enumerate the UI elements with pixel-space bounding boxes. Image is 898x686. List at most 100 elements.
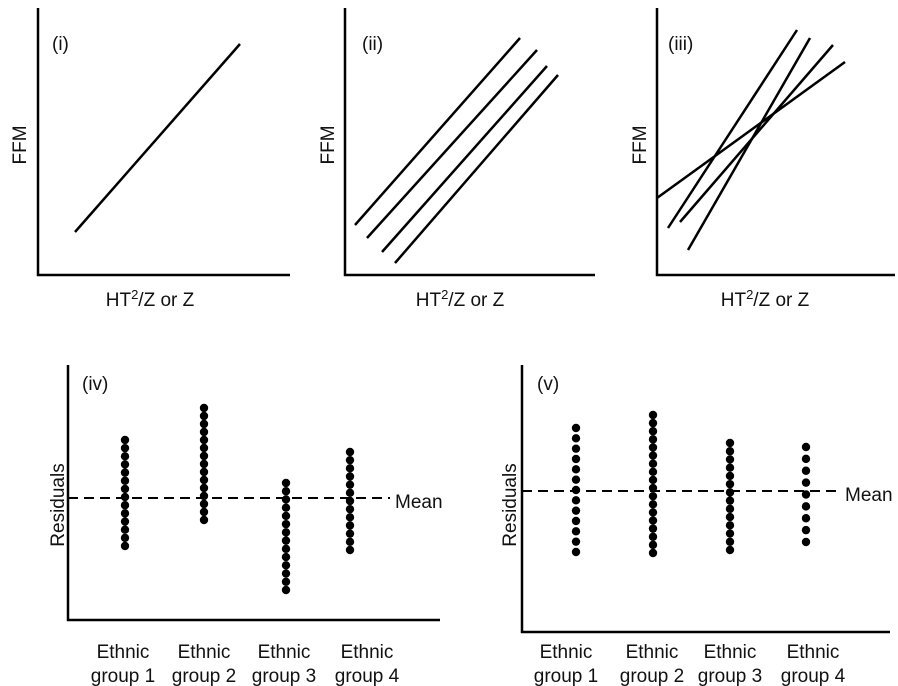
group-label: group 1 [91,666,155,686]
residual-dot [725,537,735,546]
residual-dot [571,454,581,464]
residual-dot [648,459,658,468]
residual-dot [801,525,811,535]
residual-dot [345,521,355,530]
residual-dot [648,491,658,501]
residual-dot [725,496,735,505]
residual-dot [648,508,658,517]
residual-dot [345,496,355,506]
residual-dot [120,541,130,551]
residual-dot [345,488,355,498]
group-label: group 2 [620,666,684,686]
residual-dot [120,476,130,485]
x-axis-label: HT2/Z or Z [416,287,505,311]
residual-dot [345,480,355,489]
residual-dot [571,537,581,546]
mean-label: Mean [395,492,443,513]
mean-label: Mean [845,485,893,506]
residual-dot [345,529,355,538]
residual-dot [571,496,581,505]
residual-dot [120,452,130,461]
axes [655,8,895,277]
residual-dot [571,516,581,526]
residual-dot [120,484,130,494]
regression-line [394,74,559,264]
y-axis-label: Residuals [500,463,521,546]
residual-dot [281,569,291,578]
residual-dot [571,465,581,474]
residual-dot [120,525,130,534]
axes [66,365,440,622]
panel-label: (ii) [362,34,383,55]
residual-dot [571,547,581,557]
residual-dot [648,475,658,485]
y-axis-label: Residuals [48,463,69,546]
residual-dot [345,472,355,481]
y-axis-label: FFM [630,125,651,164]
group-label: Ethnic [626,642,679,663]
residual-dot [801,514,811,523]
residual-dot [199,483,209,493]
residual-dot [120,533,130,543]
group-label: group 1 [534,666,598,686]
residual-dot [199,499,209,509]
residual-dot [725,521,735,530]
x-axis-label: HT2/Z or Z [106,287,195,311]
group-label: Ethnic [178,642,231,663]
residual-dot [281,544,291,554]
regression-line [74,43,241,233]
residual-dot [725,488,735,497]
regression-line [381,65,548,253]
residual-dot [281,495,291,504]
residual-dot [281,503,291,512]
regression-line [666,29,799,229]
regression-line [354,37,521,226]
residual-dot [648,483,658,493]
group-label: Ethnic [97,642,150,663]
residual-dot [725,545,735,555]
residual-dot [571,423,581,433]
residual-dot [725,471,735,481]
panel-label: (iv) [82,374,108,395]
group-label: Ethnic [540,642,593,663]
residual-dot [648,548,658,558]
residual-dot [199,411,209,421]
residual-dot [281,536,291,545]
residual-dot [801,502,811,511]
residual-dot [199,459,209,469]
residual-dot [199,435,209,445]
residual-dot [281,487,291,496]
residual-dot [571,434,581,443]
residual-dot [725,438,735,448]
residual-dot [801,454,811,464]
residual-dot [120,509,130,518]
y-axis-label: FFM [10,125,31,164]
group-label: Ethnic [787,642,840,663]
panel-label: (i) [52,34,69,55]
residual-dot [648,467,658,477]
residual-dot [648,410,658,420]
residual-dot [725,455,735,464]
residual-dot [648,532,658,541]
residual-dot [648,443,658,452]
group-label: Ethnic [258,642,311,663]
axes [36,8,290,277]
axes [520,365,890,634]
residual-dot [648,524,658,533]
residual-dot [120,492,130,502]
residual-dot [281,511,291,521]
residual-dot [345,447,355,457]
residual-dot [571,444,581,453]
residual-dot [281,561,291,570]
residual-dot [281,478,291,488]
residual-dot [571,485,581,495]
residual-dot [648,427,658,436]
residual-dot [801,490,811,499]
residual-dot [199,451,209,461]
residual-dot [725,512,735,522]
residual-dot [345,537,355,547]
group-label: group 3 [698,666,762,686]
group-label: Ethnic [341,642,394,663]
residual-dot [120,460,130,469]
